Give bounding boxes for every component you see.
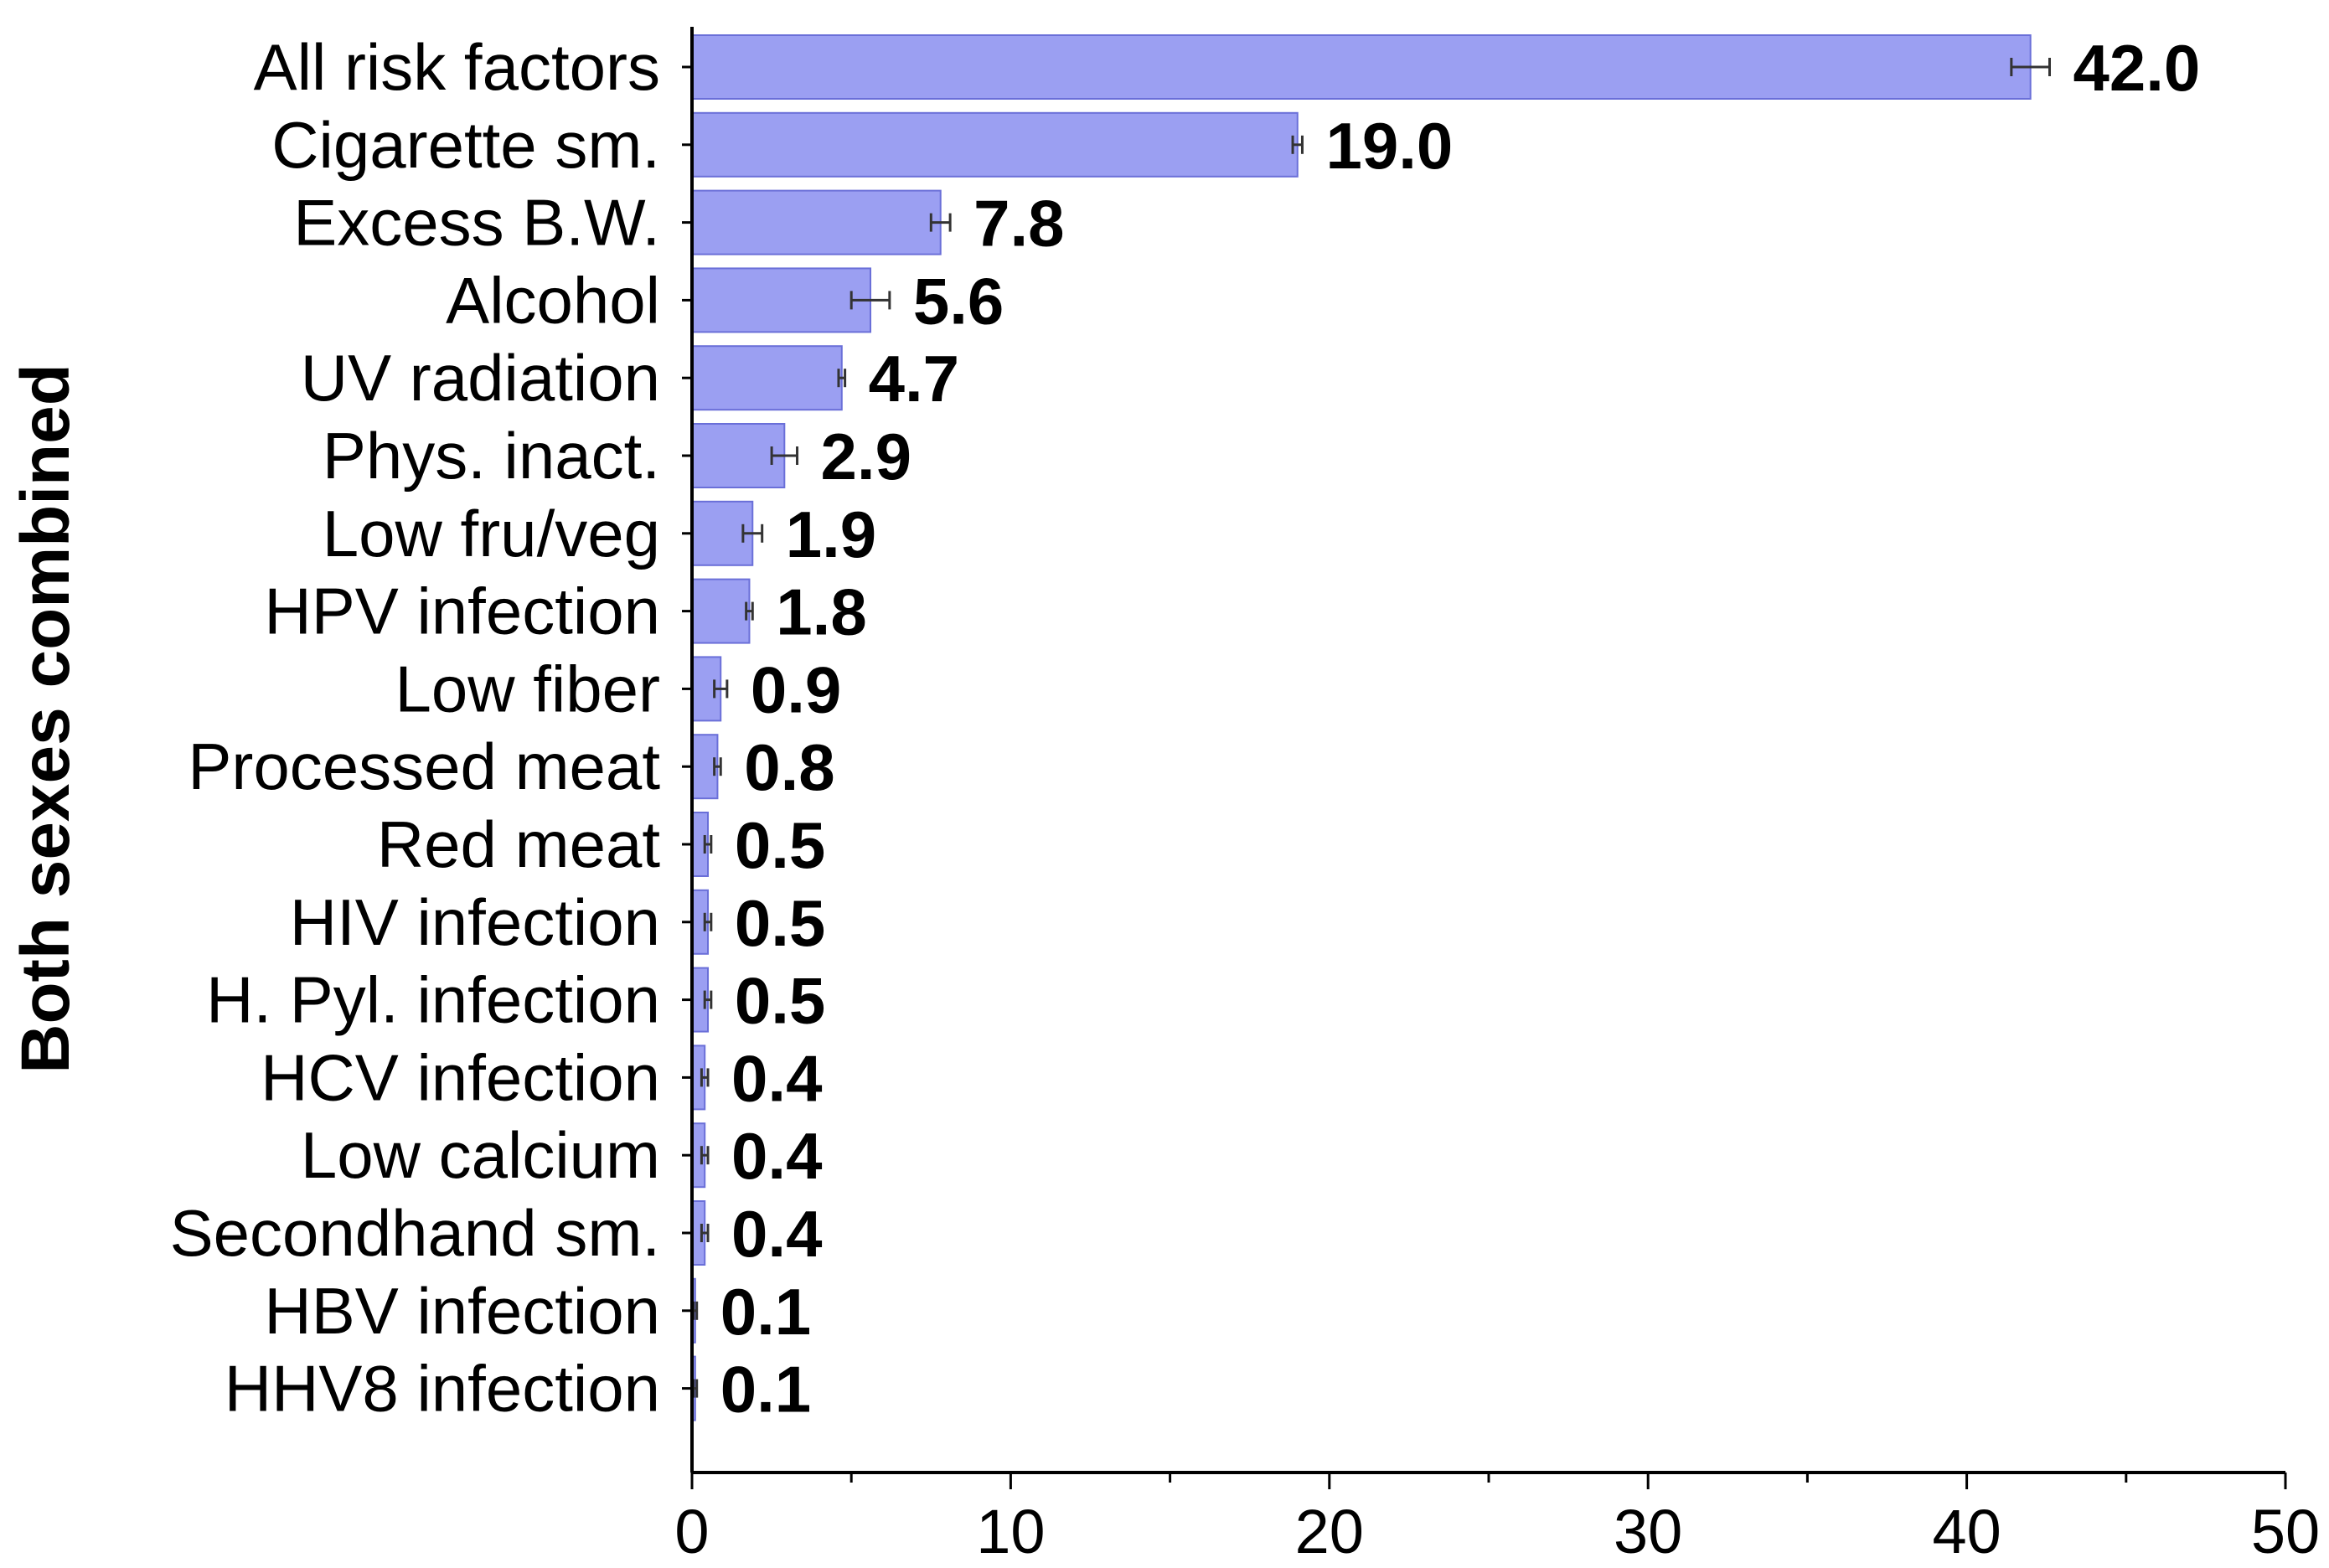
category-label: All risk factors: [254, 30, 660, 104]
category-label: Processed meat: [188, 730, 660, 803]
value-label: 0.5: [735, 964, 825, 1038]
category-label: Phys. inact.: [323, 419, 660, 493]
value-label: 19.0: [1325, 109, 1453, 183]
x-tick-label: 50: [2251, 1497, 2320, 1566]
value-label: 1.8: [776, 575, 866, 649]
axes-group: 0 10 20 30 40 50: [674, 27, 2320, 1566]
x-tick-label: 10: [976, 1497, 1045, 1566]
category-label: Secondhand sm.: [170, 1196, 660, 1270]
value-label: 4.7: [869, 342, 959, 415]
value-label: 0.4: [731, 1197, 822, 1271]
value-label: 2.9: [821, 420, 911, 493]
value-label: 0.1: [720, 1275, 811, 1349]
bar: [691, 345, 843, 411]
bar: [691, 189, 942, 255]
bar: [691, 578, 751, 644]
category-label: UV radiation: [301, 341, 660, 415]
category-label: HBV infection: [264, 1274, 660, 1348]
x-tick-label: 30: [1614, 1497, 1682, 1566]
value-label: 7.8: [973, 187, 1064, 260]
bar: [691, 111, 1299, 178]
x-tick-label: 40: [1932, 1497, 2001, 1566]
value-label: 0.5: [735, 808, 825, 882]
value-label: 0.4: [731, 1041, 822, 1115]
category-label: Red meat: [377, 807, 660, 881]
category-label: Low calcium: [301, 1118, 660, 1192]
value-label: 0.4: [731, 1119, 822, 1193]
category-label: H. Pyl. infection: [206, 963, 660, 1037]
category-label: HHV8 infection: [225, 1352, 660, 1426]
category-label: Excess B.W.: [293, 186, 660, 260]
bar: [691, 267, 872, 333]
y-axis-title: Both sexes combined: [8, 364, 84, 1074]
x-tick-label: 0: [674, 1497, 709, 1566]
category-label: HPV infection: [264, 575, 660, 648]
value-label: 0.1: [720, 1353, 811, 1426]
bars-group: All risk factors 42.0 Cigarette sm. 19.0 Exc…: [170, 30, 2201, 1426]
category-label: HCV infection: [261, 1040, 660, 1114]
category-label: Cigarette sm.: [271, 108, 660, 182]
category-label: HIV infection: [290, 885, 660, 959]
category-label: Alcohol: [446, 263, 660, 337]
value-label: 0.5: [735, 886, 825, 960]
value-label: 0.8: [744, 730, 834, 804]
value-label: 0.9: [751, 652, 841, 726]
bar: [691, 34, 2032, 100]
value-label: 42.0: [2073, 31, 2201, 105]
x-tick-label: 20: [1295, 1497, 1364, 1566]
category-label: Low fru/veg: [323, 497, 660, 570]
value-label: 5.6: [913, 264, 1004, 338]
category-label: Low fiber: [395, 652, 661, 725]
value-label: 1.9: [786, 498, 876, 571]
